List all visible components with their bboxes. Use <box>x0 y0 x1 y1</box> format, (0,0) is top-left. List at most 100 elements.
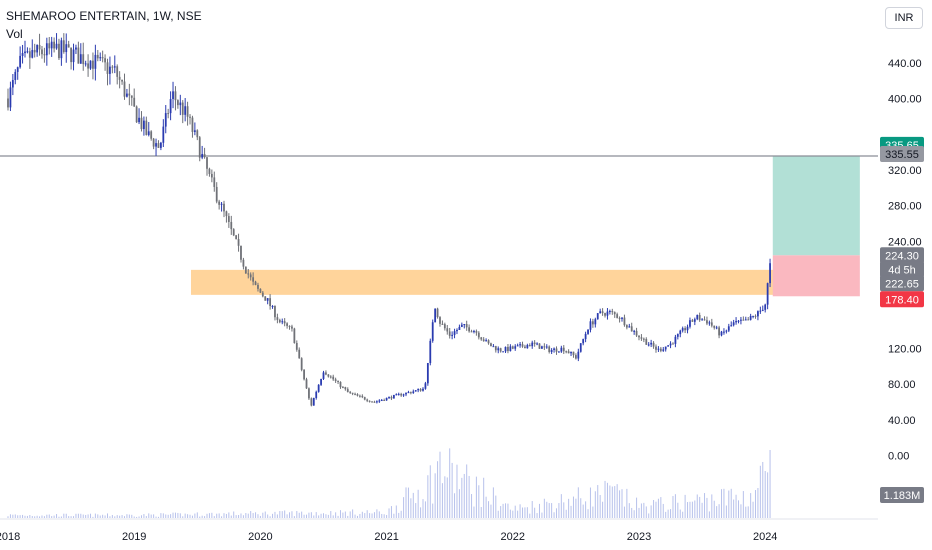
volume-bar <box>597 485 599 518</box>
volume-bar <box>742 491 744 518</box>
candle <box>528 343 531 347</box>
candle <box>757 310 759 321</box>
candle <box>116 64 119 85</box>
volume-bar <box>747 506 749 518</box>
volume-bar <box>364 513 366 518</box>
candle <box>293 327 296 344</box>
time-axis-tick: 2018 <box>0 531 20 543</box>
volume-bar <box>371 513 373 518</box>
candle <box>618 316 621 323</box>
candle <box>490 342 492 347</box>
candle <box>172 81 174 109</box>
price-axis: 440.00 400.00 320.00 280.00 240.00 120.00 80.0… <box>888 58 922 498</box>
volume-bar <box>361 511 363 518</box>
volume-bar <box>111 514 113 518</box>
candle <box>536 342 538 346</box>
volume-bar <box>502 503 504 518</box>
candle <box>572 351 575 358</box>
volume-bar <box>473 506 475 518</box>
candlesticks <box>7 33 771 407</box>
volume-bar <box>483 477 485 518</box>
long-position-target-area[interactable] <box>772 155 860 256</box>
volume-bar <box>160 513 162 518</box>
candle <box>283 318 286 327</box>
volume-bar <box>276 514 278 518</box>
candle <box>308 387 310 400</box>
volume-bar <box>558 503 560 518</box>
price-axis-tick: 280.00 <box>888 201 922 213</box>
candle <box>288 325 291 330</box>
volume-bar <box>73 516 75 518</box>
volume-indicator-label[interactable]: Vol <box>6 27 23 41</box>
currency-button[interactable]: INR <box>885 7 923 29</box>
candle <box>184 98 187 122</box>
candle <box>305 377 308 389</box>
candle <box>623 314 626 327</box>
volume-bar <box>514 505 516 518</box>
candle <box>50 36 53 57</box>
volume-bar <box>255 512 257 518</box>
candle <box>713 325 716 330</box>
candle <box>727 323 730 333</box>
candle <box>562 345 565 355</box>
volume-bar <box>80 513 82 518</box>
supply-demand-zone[interactable] <box>190 269 824 295</box>
volume-bar <box>257 514 259 518</box>
candle <box>761 305 764 312</box>
candle <box>555 346 558 355</box>
candle <box>655 344 657 353</box>
volume-bar <box>541 512 543 518</box>
candle <box>676 333 679 340</box>
svg-text:224.30: 224.30 <box>885 250 919 262</box>
volume-bar <box>99 515 101 518</box>
candle <box>150 130 153 141</box>
volume-bar <box>7 516 9 518</box>
volume-bar <box>56 514 58 518</box>
volume-bar <box>509 509 511 518</box>
candle <box>363 396 366 401</box>
candle <box>359 394 361 398</box>
candle <box>659 346 662 353</box>
volume-bar <box>184 513 186 518</box>
volume-bar <box>393 513 395 518</box>
price-axis-tick: 400.00 <box>888 94 922 106</box>
candle <box>635 327 638 337</box>
volume-bar <box>631 507 633 518</box>
candle <box>28 47 31 69</box>
volume-bar <box>517 510 519 518</box>
volume-bar <box>310 512 312 518</box>
volume-bar <box>723 488 725 518</box>
candle <box>689 317 691 329</box>
volume-bar <box>699 496 701 518</box>
volume-bar <box>313 515 315 518</box>
candle <box>703 316 706 321</box>
volume-bar <box>762 461 764 518</box>
candle <box>264 296 267 301</box>
volume-bar <box>359 513 361 518</box>
candle <box>19 46 22 69</box>
candle <box>453 328 456 339</box>
volume-bar <box>519 504 521 518</box>
candle <box>613 311 616 318</box>
candle <box>257 282 259 292</box>
volume-bar <box>221 516 223 518</box>
price-tag-stop: 178.40 <box>880 291 924 308</box>
long-position-stop-area[interactable] <box>772 255 860 297</box>
volume-bar <box>602 501 604 518</box>
volume-bar <box>31 516 33 518</box>
volume-bar <box>478 485 480 518</box>
volume-bar <box>456 464 458 518</box>
volume-bar <box>102 514 104 518</box>
candle <box>526 343 529 349</box>
volume-bar <box>485 496 487 518</box>
candle <box>351 392 354 396</box>
candle <box>511 345 514 350</box>
candle <box>249 272 252 281</box>
candle <box>582 338 585 346</box>
candle <box>388 396 390 399</box>
candle <box>106 58 109 86</box>
candle <box>570 351 572 357</box>
volume-bar <box>53 515 55 518</box>
candle <box>126 88 128 98</box>
